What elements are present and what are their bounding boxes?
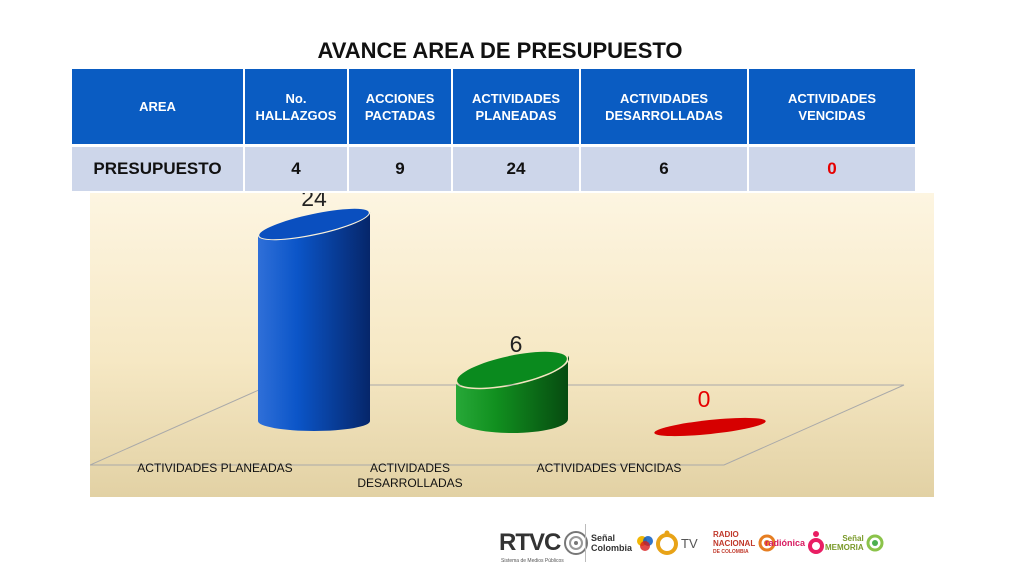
data-label-vencidas: 0 bbox=[698, 386, 711, 412]
header-acciones: ACCIONES PACTADAS bbox=[348, 69, 453, 147]
cell-area: PRESUPUESTO bbox=[72, 145, 245, 191]
bar-planeadas bbox=[258, 208, 371, 431]
bar-top-desarrolladas bbox=[457, 351, 567, 388]
radio-nacional-icon bbox=[758, 534, 776, 552]
data-label-planeadas: 24 bbox=[301, 193, 327, 211]
senal-memoria-logo: Señal MEMORIA bbox=[825, 518, 884, 568]
table-header-row: AREA No. HALLAZGOS ACCIONES PACTADAS ACTIV… bbox=[72, 69, 917, 147]
chart-floor bbox=[90, 384, 905, 466]
senal-colombia-icon bbox=[637, 536, 654, 551]
rtvc-spiral-icon bbox=[564, 531, 589, 555]
bar-top-planeadas bbox=[259, 208, 369, 240]
tv-circle-icon bbox=[656, 530, 678, 555]
senal-colombia-logo: Señal Colombia bbox=[591, 518, 655, 568]
rtvc-logo: RTVC Sistema de Medios Públicos bbox=[499, 518, 589, 568]
header-area: AREA bbox=[72, 69, 245, 147]
radionica-icon bbox=[808, 531, 825, 554]
header-desarrolladas: ACTIVIDADES DESARROLLADAS bbox=[580, 69, 749, 147]
summary-table: AREA No. HALLAZGOS ACCIONES PACTADAS ACTIV… bbox=[72, 69, 917, 191]
bar-vencidas bbox=[654, 417, 766, 437]
bar-top-vencidas bbox=[654, 417, 766, 437]
radionica-logo: radiónica bbox=[765, 518, 825, 568]
radio-nacional-logo: RADIO NACIONAL DE COLOMBIA bbox=[713, 518, 776, 568]
page-title: AVANCE AREA DE PRESUPUESTO bbox=[317, 38, 683, 63]
bar-chart: 24 6 0 bbox=[90, 193, 905, 466]
cell-planeadas: 24 bbox=[452, 145, 581, 191]
data-label-desarrolladas: 6 bbox=[510, 331, 523, 357]
chart-area: 24 6 0 ACTIVIDADES PLANEADAS ACTIVIDADES DE… bbox=[90, 193, 934, 497]
cell-hallazgos: 4 bbox=[244, 145, 349, 191]
table-row: PRESUPUESTO 4 9 24 6 0 bbox=[72, 145, 917, 191]
data-labels-group: 24 6 0 bbox=[301, 193, 710, 412]
cell-desarrolladas: 6 bbox=[580, 145, 749, 191]
category-label-vencidas: ACTIVIDADES VENCIDAS bbox=[536, 461, 682, 475]
header-planeadas: ACTIVIDADES PLANEADAS bbox=[452, 69, 581, 147]
bar-body-planeadas bbox=[258, 212, 371, 431]
header-hallazgos: No. HALLAZGOS bbox=[244, 69, 349, 147]
category-label-planeadas: ACTIVIDADES PLANEADAS bbox=[137, 461, 293, 475]
logo-divider bbox=[585, 524, 586, 562]
category-label-desarrolladas: ACTIVIDADES DESARROLLADAS bbox=[357, 461, 463, 490]
cell-acciones: 9 bbox=[348, 145, 453, 191]
cell-vencidas: 0 bbox=[748, 145, 917, 191]
footer-logos: RTVC Sistema de Medios Públicos Señal Co… bbox=[495, 518, 885, 568]
bar-desarrolladas bbox=[456, 351, 570, 433]
bar-body-desarrolladas bbox=[456, 355, 570, 433]
tv-logo: TV bbox=[655, 518, 698, 568]
header-vencidas: ACTIVIDADES VENCIDAS bbox=[748, 69, 917, 147]
senal-memoria-icon bbox=[866, 534, 884, 552]
bars-group bbox=[258, 208, 766, 437]
